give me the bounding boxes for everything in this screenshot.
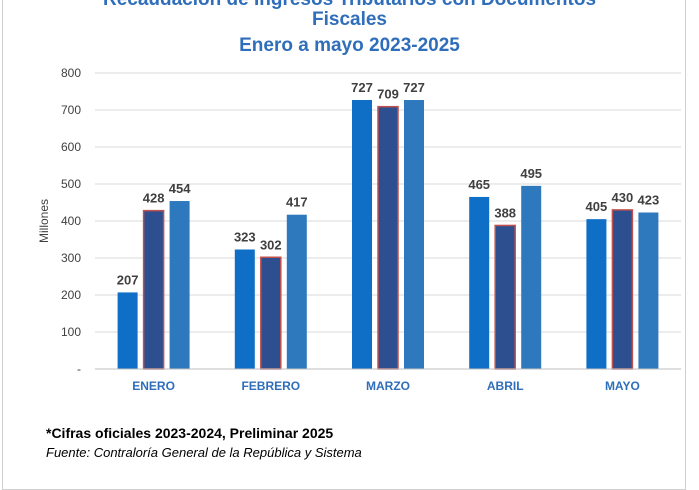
bar xyxy=(521,185,542,369)
bar xyxy=(352,100,372,369)
chart-title-line-3: Enero a mayo 2023-2025 xyxy=(239,35,460,56)
data-label: 323 xyxy=(234,229,256,244)
x-category-label: ABRIL xyxy=(487,379,524,393)
y-tick-label: 200 xyxy=(61,288,81,302)
bar xyxy=(638,212,659,369)
footnote: *Cifras oficiales 2023-2024, Preliminar … xyxy=(46,425,334,441)
data-label: 727 xyxy=(351,80,373,95)
data-label: 428 xyxy=(143,191,165,206)
y-tick-label: 700 xyxy=(61,103,81,117)
bar xyxy=(260,256,282,370)
y-tick-label: - xyxy=(77,362,81,376)
data-label: 207 xyxy=(117,272,139,287)
bar-chart: - 100 200 300 400 500 600 700 800 Millones 207 428 4… xyxy=(37,66,681,393)
x-category-label: MARZO xyxy=(366,379,410,393)
bar xyxy=(494,224,516,370)
bar xyxy=(169,201,190,369)
bar xyxy=(142,209,165,370)
bar xyxy=(611,209,634,370)
data-label: 302 xyxy=(260,237,282,252)
y-tick-label: 300 xyxy=(61,251,81,265)
chart-title-line-2: Fiscales xyxy=(312,9,387,30)
data-label: 454 xyxy=(169,181,191,196)
data-label: 405 xyxy=(586,199,608,214)
data-label: 727 xyxy=(403,80,425,95)
data-label: 417 xyxy=(286,195,308,210)
bar xyxy=(377,105,399,370)
bar xyxy=(286,214,307,369)
data-label: 709 xyxy=(377,87,399,102)
y-tick-label: 100 xyxy=(61,325,81,339)
source-note: Fuente: Contraloría General de la Repúbl… xyxy=(46,445,362,460)
y-tick-label: 400 xyxy=(61,214,81,228)
bar xyxy=(234,249,255,369)
bar xyxy=(117,292,138,369)
bar xyxy=(586,219,607,369)
data-label: 495 xyxy=(520,166,542,181)
y-axis-title: Millones xyxy=(37,199,51,243)
y-tick-label: 500 xyxy=(61,177,81,191)
data-label: 465 xyxy=(468,177,490,192)
data-label: 430 xyxy=(612,190,634,205)
data-label: 388 xyxy=(494,205,516,220)
x-category-label: ENERO xyxy=(132,379,175,393)
bar xyxy=(404,100,424,369)
x-category-label: MAYO xyxy=(605,379,640,393)
y-tick-label: 800 xyxy=(61,66,81,80)
data-label: 423 xyxy=(638,192,660,207)
bar xyxy=(469,196,490,369)
chart-title-line-1: Recaudación de Ingresos Tributarios con … xyxy=(0,0,699,12)
y-tick-label: 600 xyxy=(61,140,81,154)
x-category-label: FEBRERO xyxy=(241,379,300,393)
